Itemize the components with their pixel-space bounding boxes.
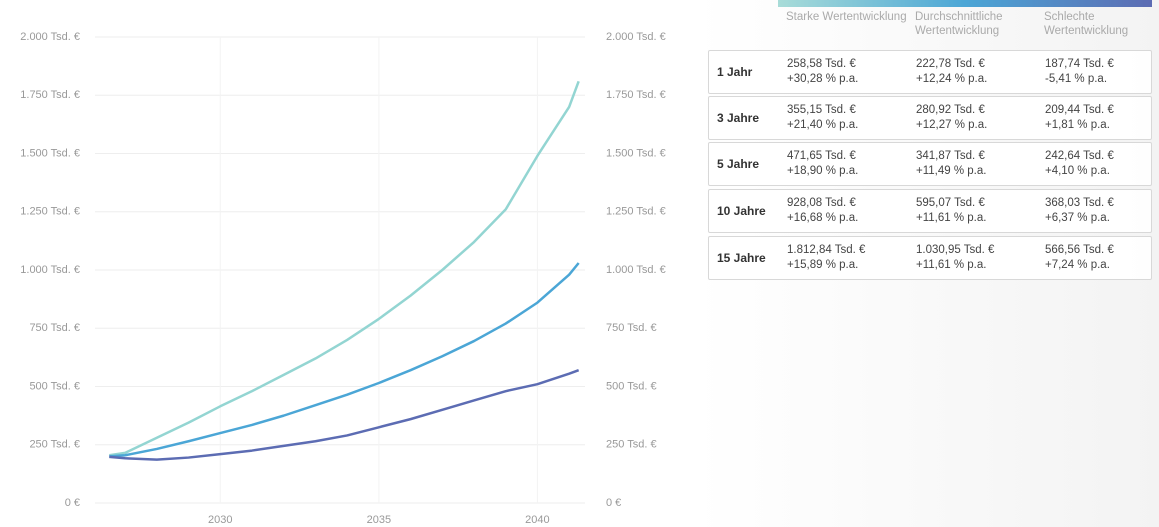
cell-line: 1.812,84 Tsd. €: [787, 244, 866, 256]
x-tick-label: 2035: [367, 514, 391, 526]
table-cell: 258,58 Tsd. € +30,28 % p.a.: [787, 57, 911, 87]
cell-line: +12,24 % p.a.: [916, 73, 988, 85]
table-cell: 355,15 Tsd. € +21,40 % p.a.: [787, 103, 911, 133]
y2-tick-label: 500 Tsd. €: [606, 380, 657, 392]
x-tick-label: 2030: [208, 514, 232, 526]
cell-line: +30,28 % p.a.: [787, 73, 859, 85]
cell-line: 280,92 Tsd. €: [916, 104, 985, 116]
y-tick-label: 1.500 Tsd. €: [20, 147, 80, 159]
y2-tick-label: 750 Tsd. €: [606, 322, 657, 334]
cell-line: +1,81 % p.a.: [1045, 119, 1110, 131]
cell-line: 595,07 Tsd. €: [916, 197, 985, 209]
cell-line: +11,61 % p.a.: [916, 212, 987, 224]
cell-line: +6,37 % p.a.: [1045, 212, 1110, 224]
y2-tick-label: 2.000 Tsd. €: [606, 31, 666, 43]
table-cell: 209,44 Tsd. € +1,81 % p.a.: [1045, 103, 1151, 133]
cell-line: +12,27 % p.a.: [916, 119, 988, 131]
cell-line: 209,44 Tsd. €: [1045, 104, 1114, 116]
cell-line: 471,65 Tsd. €: [787, 150, 856, 162]
table-cell: 595,07 Tsd. € +11,61 % p.a.: [916, 196, 1040, 226]
y2-tick-label: 1.000 Tsd. €: [606, 264, 666, 276]
cell-line: 928,08 Tsd. €: [787, 197, 856, 209]
cell-line: -5,41 % p.a.: [1045, 73, 1108, 85]
row-label: 15 Jahre: [717, 251, 766, 265]
x-tick-label: 2040: [525, 514, 549, 526]
row-label: 10 Jahre: [717, 204, 766, 218]
chart: 0 € 250 Tsd. € 500 Tsd. € 750 Tsd. € 1.000 T…: [20, 31, 666, 526]
series-line: [109, 80, 580, 457]
table-row: 5 Jahre 471,65 Tsd. € +18,90 % p.a. 341,87 …: [708, 142, 1152, 186]
cell-line: +11,61 % p.a.: [916, 259, 987, 271]
table-cell: 1.812,84 Tsd. € +15,89 % p.a.: [787, 243, 911, 273]
cell-line: +18,90 % p.a.: [787, 165, 859, 177]
table-cell: 1.030,95 Tsd. € +11,61 % p.a.: [916, 243, 1040, 273]
cell-line: 1.030,95 Tsd. €: [916, 244, 995, 256]
table-cell: 471,65 Tsd. € +18,90 % p.a.: [787, 149, 911, 179]
y-tick-label: 500 Tsd. €: [29, 380, 80, 392]
y2-tick-label: 1.250 Tsd. €: [606, 206, 666, 218]
series-line: [109, 369, 580, 461]
column-header: Schlechte Wertentwicklung: [1044, 11, 1129, 37]
table-cell: 242,64 Tsd. € +4,10 % p.a.: [1045, 149, 1151, 179]
cell-line: +21,40 % p.a.: [787, 119, 859, 131]
y2-tick-label: 1.750 Tsd. €: [606, 89, 666, 101]
cell-line: 355,15 Tsd. €: [787, 104, 856, 116]
series-line: [109, 262, 580, 458]
row-label: 5 Jahre: [717, 157, 760, 171]
table-cell: 280,92 Tsd. € +12,27 % p.a.: [916, 103, 1040, 133]
cell-line: +11,49 % p.a.: [916, 165, 987, 177]
y-tick-label: 1.250 Tsd. €: [20, 206, 80, 218]
table-cell: 341,87 Tsd. € +11,49 % p.a.: [916, 149, 1040, 179]
y-tick-label: 1.000 Tsd. €: [20, 264, 80, 276]
row-label: 3 Jahre: [717, 111, 760, 125]
table-cell: 566,56 Tsd. € +7,24 % p.a.: [1045, 243, 1151, 273]
column-header: Durchschnittliche Wertentwicklung: [915, 11, 1003, 37]
row-label: 1 Jahr: [717, 65, 753, 79]
cell-line: 187,74 Tsd. €: [1045, 58, 1114, 70]
table-row: 3 Jahre 355,15 Tsd. € +21,40 % p.a. 280,92 …: [708, 96, 1152, 140]
y-tick-label: 1.750 Tsd. €: [20, 89, 80, 101]
y-tick-label: 2.000 Tsd. €: [20, 31, 80, 43]
header-bar: [778, 0, 1152, 7]
cell-line: +15,89 % p.a.: [787, 259, 859, 271]
cell-line: 341,87 Tsd. €: [916, 150, 985, 162]
table-row: 15 Jahre 1.812,84 Tsd. € +15,89 % p.a. 1.03…: [708, 236, 1152, 280]
cell-line: 258,58 Tsd. €: [787, 58, 856, 70]
y-tick-label: 250 Tsd. €: [29, 439, 80, 451]
table-cell: 928,08 Tsd. € +16,68 % p.a.: [787, 196, 911, 226]
cell-line: +4,10 % p.a.: [1045, 165, 1110, 177]
table-row: 10 Jahre 928,08 Tsd. € +16,68 % p.a. 595,07…: [708, 189, 1152, 233]
cell-line: +16,68 % p.a.: [787, 212, 859, 224]
table-cell: 368,03 Tsd. € +6,37 % p.a.: [1045, 196, 1151, 226]
cell-line: 368,03 Tsd. €: [1045, 197, 1114, 209]
table-cell: 222,78 Tsd. € +12,24 % p.a.: [916, 57, 1040, 87]
y2-tick-label: 250 Tsd. €: [606, 439, 657, 451]
cell-line: +7,24 % p.a.: [1045, 259, 1110, 271]
table-cell: 187,74 Tsd. € -5,41 % p.a.: [1045, 57, 1151, 87]
y-tick-label: 0 €: [65, 497, 80, 509]
cell-line: 222,78 Tsd. €: [916, 58, 985, 70]
y-tick-label: 750 Tsd. €: [29, 322, 80, 334]
cell-line: 566,56 Tsd. €: [1045, 244, 1114, 256]
table-row: 1 Jahr 258,58 Tsd. € +30,28 % p.a. 222,78 T…: [708, 50, 1152, 94]
y2-tick-label: 1.500 Tsd. €: [606, 147, 666, 159]
cell-line: 242,64 Tsd. €: [1045, 150, 1114, 162]
y2-tick-label: 0 €: [606, 497, 621, 509]
column-header: Starke Wertentwicklung: [786, 11, 907, 23]
